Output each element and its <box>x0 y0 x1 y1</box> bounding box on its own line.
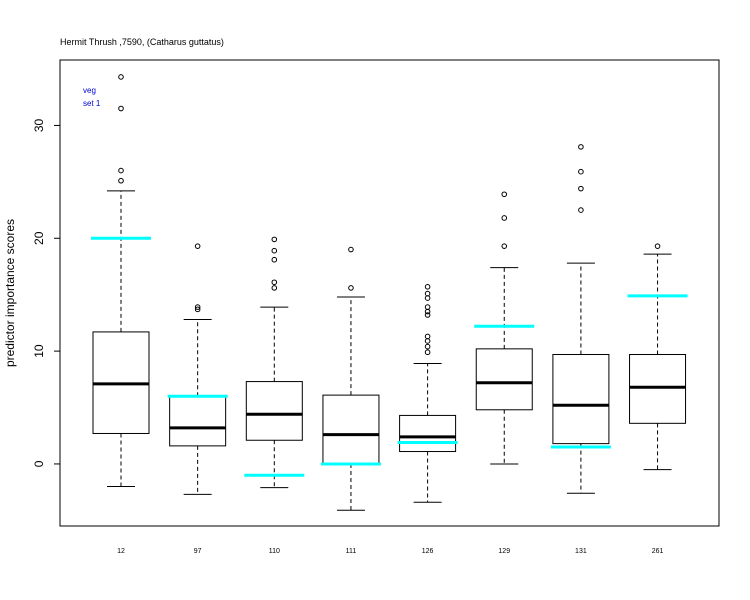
outlier-point <box>424 338 431 344</box>
outlier-point <box>348 285 354 291</box>
outlier-point <box>424 308 431 315</box>
outlier-point <box>271 236 278 243</box>
outlier-point <box>271 285 278 291</box>
outlier-point <box>118 74 124 80</box>
box-group <box>244 236 305 489</box>
outlier-point <box>118 105 124 112</box>
x-axis-labels: 12 97 110 111 126 129 131 261 <box>117 548 663 555</box>
box-group <box>550 144 611 494</box>
outlier-point <box>348 246 354 253</box>
outlier-point <box>424 333 431 340</box>
outlier-point <box>501 191 508 198</box>
outlier-point <box>501 215 508 221</box>
outlier-point <box>271 279 278 286</box>
x-tick-label: 97 <box>194 548 202 555</box>
box-iqr <box>399 414 457 453</box>
outlier-point <box>654 243 661 249</box>
y-tick-label: 10 <box>32 344 46 358</box>
x-tick-label: 126 <box>422 548 434 555</box>
x-tick-label: 261 <box>652 548 664 555</box>
outlier-point <box>424 283 431 290</box>
outlier-point <box>271 256 278 263</box>
box-group <box>397 283 458 503</box>
box-group <box>474 191 535 465</box>
outlier-point <box>194 243 201 249</box>
x-tick-label: 129 <box>498 548 510 555</box>
y-tick-label: 30 <box>32 118 46 132</box>
outlier-point <box>118 177 124 184</box>
box-group <box>91 74 151 488</box>
outlier-point <box>578 207 584 213</box>
outlier-point <box>194 304 201 310</box>
box-iqr <box>245 381 303 441</box>
y-axis-label: predictor importance scores <box>3 219 17 367</box>
outlier-point <box>424 343 431 350</box>
box-group <box>167 243 228 495</box>
chart-title: Hermit Thrush ,7590, (Catharus guttatus) <box>60 37 224 47</box>
box-group <box>320 246 381 511</box>
box-iqr <box>629 353 687 424</box>
y-axis: 0 10 20 30 <box>32 118 61 467</box>
outlier-point <box>501 243 508 249</box>
box-iqr <box>169 395 227 447</box>
x-tick-label: 111 <box>346 548 357 555</box>
legend-line-1: veg <box>83 86 96 95</box>
outlier-point <box>424 304 431 310</box>
plot-frame <box>59 59 720 527</box>
box-iqr <box>552 353 610 445</box>
y-tick-label: 20 <box>32 231 46 245</box>
outlier-point <box>194 306 201 313</box>
outlier-point <box>578 185 584 192</box>
x-tick-label: 131 <box>575 548 587 555</box>
outlier-point <box>424 295 431 301</box>
boxes <box>91 74 688 511</box>
outlier-point <box>271 247 278 254</box>
outlier-point <box>424 312 431 318</box>
box-iqr <box>475 348 533 411</box>
outlier-point <box>118 167 124 174</box>
x-tick-label: 110 <box>269 548 280 555</box>
outlier-point <box>424 349 431 356</box>
outlier-point <box>424 290 431 297</box>
box-iqr <box>322 394 380 465</box>
x-tick-label: 12 <box>117 548 125 555</box>
legend: veg set 1 <box>83 86 101 108</box>
outlier-point <box>578 168 584 175</box>
outlier-point <box>578 144 584 150</box>
legend-line-2: set 1 <box>83 99 101 108</box>
box-group <box>627 243 688 471</box>
y-tick-label: 0 <box>32 460 46 467</box>
